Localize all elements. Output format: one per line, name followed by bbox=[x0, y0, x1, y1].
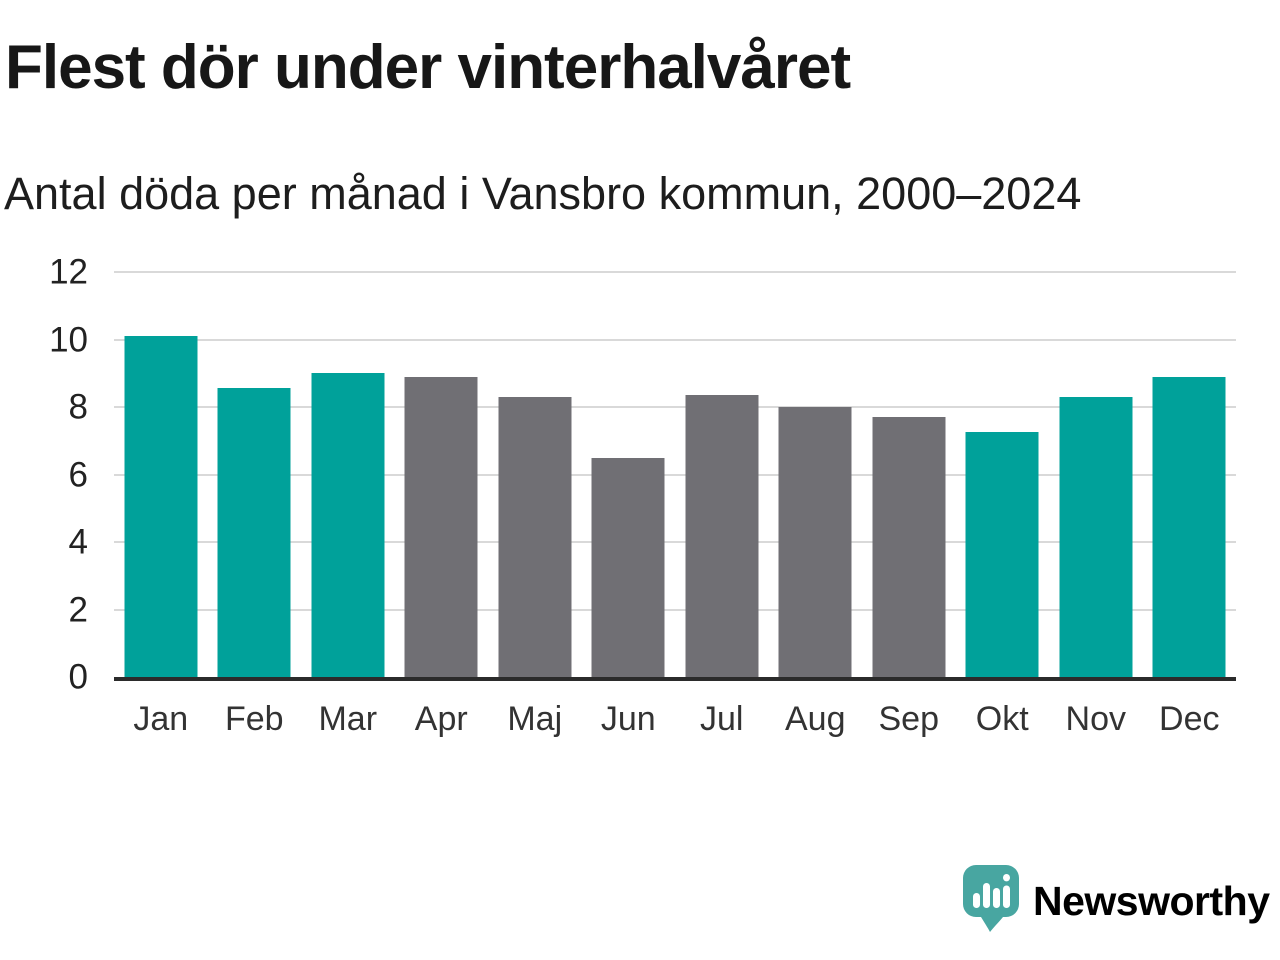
x-axis-label: Aug bbox=[785, 700, 846, 738]
y-axis-label: 8 bbox=[68, 387, 88, 427]
y-axis-label: 10 bbox=[49, 320, 88, 359]
x-axis-label: Dec bbox=[1159, 700, 1220, 738]
y-axis: 0 2 4 6 8 10 12 bbox=[0, 255, 88, 695]
x-axis-label: Mar bbox=[318, 700, 378, 738]
bar-okt bbox=[965, 432, 1039, 677]
x-axis-label: Feb bbox=[224, 700, 284, 738]
bar-sep bbox=[872, 417, 946, 677]
gridline bbox=[114, 541, 1236, 544]
bar-mar bbox=[311, 373, 385, 677]
gridline bbox=[114, 406, 1236, 409]
gridline bbox=[114, 608, 1236, 611]
bar-dec bbox=[1152, 376, 1226, 677]
logo-badge-icon bbox=[963, 865, 1019, 932]
bar-aug bbox=[778, 407, 852, 677]
chart-subtitle: Antal döda per månad i Vansbro kommun, 2… bbox=[4, 168, 1082, 219]
y-axis-label: 2 bbox=[68, 590, 88, 630]
bar-jun bbox=[591, 457, 665, 677]
brand-name: Newsworthy bbox=[1033, 878, 1270, 924]
x-axis-label: Sep bbox=[878, 700, 940, 738]
x-axis: Jan Feb Mar Apr Maj Jun Jul Aug Sep Okt Nov Dec bbox=[114, 702, 1236, 746]
y-axis-label: 4 bbox=[68, 522, 88, 562]
x-axis-label: Okt bbox=[975, 700, 1029, 738]
bar-jul bbox=[685, 395, 759, 677]
x-axis-label: Nov bbox=[1065, 700, 1126, 738]
page-title: Flest dör under vinterhalvåret bbox=[5, 33, 851, 102]
x-axis-label: Jan bbox=[133, 700, 189, 738]
newsworthy-logo: Newsworthy bbox=[962, 864, 1270, 936]
bar-feb bbox=[217, 388, 291, 677]
bar-apr bbox=[404, 376, 478, 677]
y-axis-label: 0 bbox=[68, 657, 88, 697]
bar-nov bbox=[1059, 396, 1133, 677]
x-axis-label: Apr bbox=[414, 700, 468, 738]
x-axis-label: Jun bbox=[600, 700, 656, 738]
plot-area bbox=[114, 271, 1236, 677]
bar-jan bbox=[124, 336, 198, 677]
y-axis-label: 12 bbox=[49, 252, 88, 292]
gridline bbox=[114, 338, 1236, 341]
bar-maj bbox=[498, 396, 572, 677]
x-axis-label: Jul bbox=[700, 700, 744, 738]
x-axis-label: Maj bbox=[507, 700, 563, 738]
gridline bbox=[114, 473, 1236, 476]
gridline bbox=[114, 271, 1236, 273]
x-axis-line bbox=[114, 677, 1236, 681]
y-axis-label: 6 bbox=[68, 455, 88, 494]
